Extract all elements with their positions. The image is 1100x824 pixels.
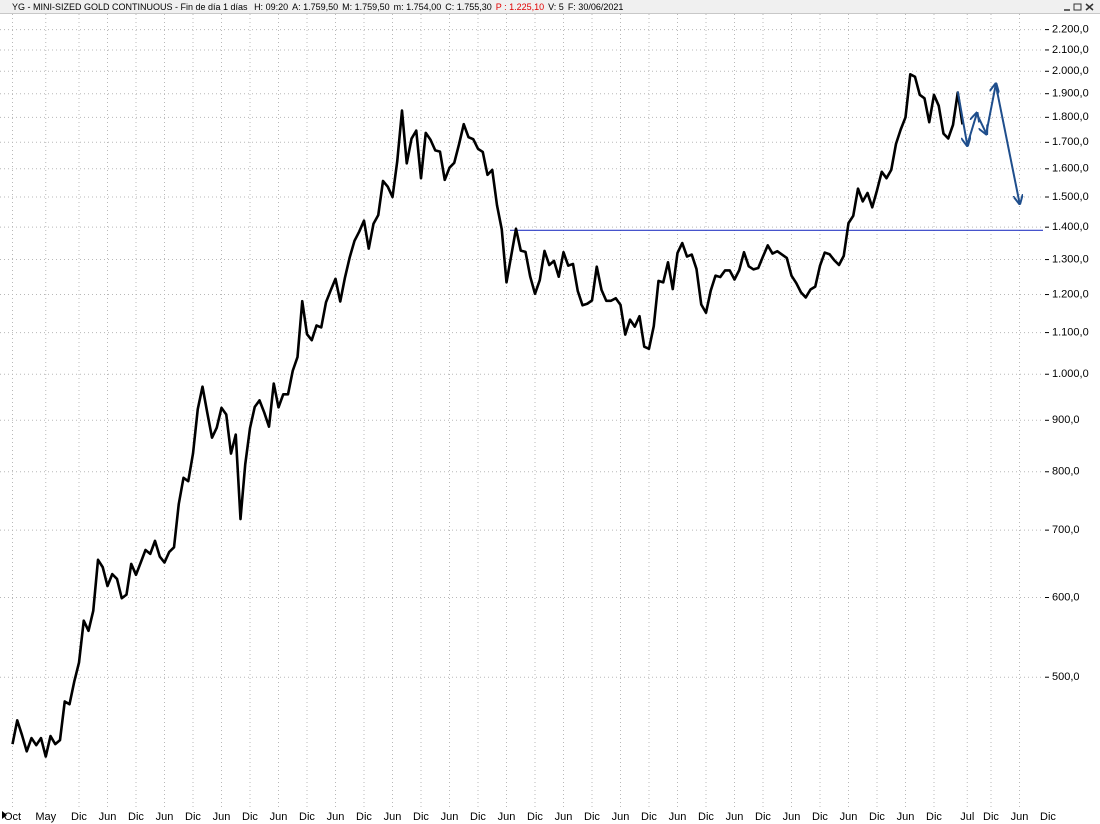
x-tick-label: Oct bbox=[4, 811, 21, 823]
x-tick-label: Jun bbox=[213, 811, 231, 823]
x-tick-label: Dic bbox=[356, 811, 372, 823]
x-tick-label: Jun bbox=[270, 811, 288, 823]
x-tick-label: Dic bbox=[299, 811, 315, 823]
x-tick-label: Dic bbox=[185, 811, 201, 823]
y-tick-label: 1.900,0 bbox=[1052, 88, 1089, 100]
maximize-button[interactable] bbox=[1073, 3, 1082, 11]
info-item: C: 1.755,30 bbox=[445, 2, 492, 12]
x-tick-label: Dic bbox=[413, 811, 429, 823]
y-tick-label: 2.000,0 bbox=[1052, 65, 1089, 77]
x-tick-label: Jun bbox=[840, 811, 858, 823]
y-tick-label: 1.600,0 bbox=[1052, 163, 1089, 175]
y-tick-label: 900,0 bbox=[1052, 414, 1080, 426]
x-tick-label: Jun bbox=[327, 811, 345, 823]
x-tick-label: Jun bbox=[156, 811, 174, 823]
x-tick-label: Jun bbox=[384, 811, 402, 823]
x-tick-label: Jun bbox=[1011, 811, 1029, 823]
x-tick-label: Dic bbox=[584, 811, 600, 823]
y-tick-label: 800,0 bbox=[1052, 466, 1080, 478]
price-line bbox=[11, 73, 964, 758]
x-tick-label: Dic bbox=[983, 811, 999, 823]
x-tick-label: Dic bbox=[470, 811, 486, 823]
chart-title: YG - MINI-SIZED GOLD CONTINUOUS - Fin de… bbox=[12, 2, 248, 12]
projection-arrow bbox=[975, 113, 987, 134]
x-tick-label: Dic bbox=[1040, 811, 1056, 823]
scroll-marker bbox=[2, 811, 7, 819]
x-tick-label: Jun bbox=[441, 811, 459, 823]
x-tick-label: Jul bbox=[960, 811, 974, 823]
x-tick-label: Jun bbox=[897, 811, 915, 823]
x-tick-label: Jun bbox=[669, 811, 687, 823]
x-tick-label: Dic bbox=[128, 811, 144, 823]
x-tick-label: Dic bbox=[242, 811, 258, 823]
x-tick-label: Jun bbox=[783, 811, 801, 823]
y-tick-label: 1.200,0 bbox=[1052, 288, 1089, 300]
x-tick-label: Dic bbox=[698, 811, 714, 823]
x-tick-label: Dic bbox=[71, 811, 87, 823]
x-tick-label: Dic bbox=[926, 811, 942, 823]
x-tick-label: Jun bbox=[555, 811, 573, 823]
y-tick-label: 700,0 bbox=[1052, 524, 1080, 536]
y-tick-label: 1.400,0 bbox=[1052, 221, 1089, 233]
y-tick-label: 600,0 bbox=[1052, 591, 1080, 603]
x-tick-label: Dic bbox=[527, 811, 543, 823]
projection-arrow bbox=[985, 85, 996, 134]
info-item: M: 1.759,50 bbox=[342, 2, 390, 12]
y-tick-label: 1.000,0 bbox=[1052, 368, 1089, 380]
info-item: m: 1.754,00 bbox=[393, 2, 442, 12]
info-item: F: 30/06/2021 bbox=[567, 2, 624, 12]
y-tick-label: 500,0 bbox=[1052, 671, 1080, 683]
x-tick-label: Jun bbox=[99, 811, 117, 823]
projection-arrow bbox=[994, 84, 1020, 203]
y-tick-label: 1.500,0 bbox=[1052, 191, 1089, 203]
x-tick-label: Dic bbox=[869, 811, 885, 823]
x-tick-label: May bbox=[35, 811, 56, 823]
x-tick-label: Dic bbox=[812, 811, 828, 823]
x-tick-label: Jun bbox=[612, 811, 630, 823]
close-button[interactable] bbox=[1085, 3, 1094, 11]
y-tick-label: 1.300,0 bbox=[1052, 253, 1089, 265]
chart-header: YG - MINI-SIZED GOLD CONTINUOUS - Fin de… bbox=[0, 0, 1100, 14]
y-tick-label: 2.100,0 bbox=[1052, 44, 1089, 56]
projection-arrow bbox=[956, 91, 968, 144]
x-tick-label: Jun bbox=[726, 811, 744, 823]
x-tick-label: Dic bbox=[755, 811, 771, 823]
info-item: P : 1.225,10 bbox=[495, 2, 545, 12]
x-tick-label: Jun bbox=[498, 811, 516, 823]
info-group: H: 09:20 A: 1.759,50 M: 1.759,50 m: 1.754,0… bbox=[254, 2, 627, 12]
y-tick-label: 1.100,0 bbox=[1052, 326, 1089, 338]
y-tick-label: 2.200,0 bbox=[1052, 24, 1089, 36]
y-tick-label: 1.800,0 bbox=[1052, 111, 1089, 123]
info-item: V: 5 bbox=[548, 2, 564, 12]
info-item: H: 09:20 bbox=[254, 2, 289, 12]
info-item: A: 1.759,50 bbox=[292, 2, 339, 12]
x-tick-label: Dic bbox=[641, 811, 657, 823]
window-buttons[interactable] bbox=[1064, 3, 1094, 11]
projection-arrow bbox=[966, 114, 977, 146]
y-tick-label: 1.700,0 bbox=[1052, 136, 1089, 148]
